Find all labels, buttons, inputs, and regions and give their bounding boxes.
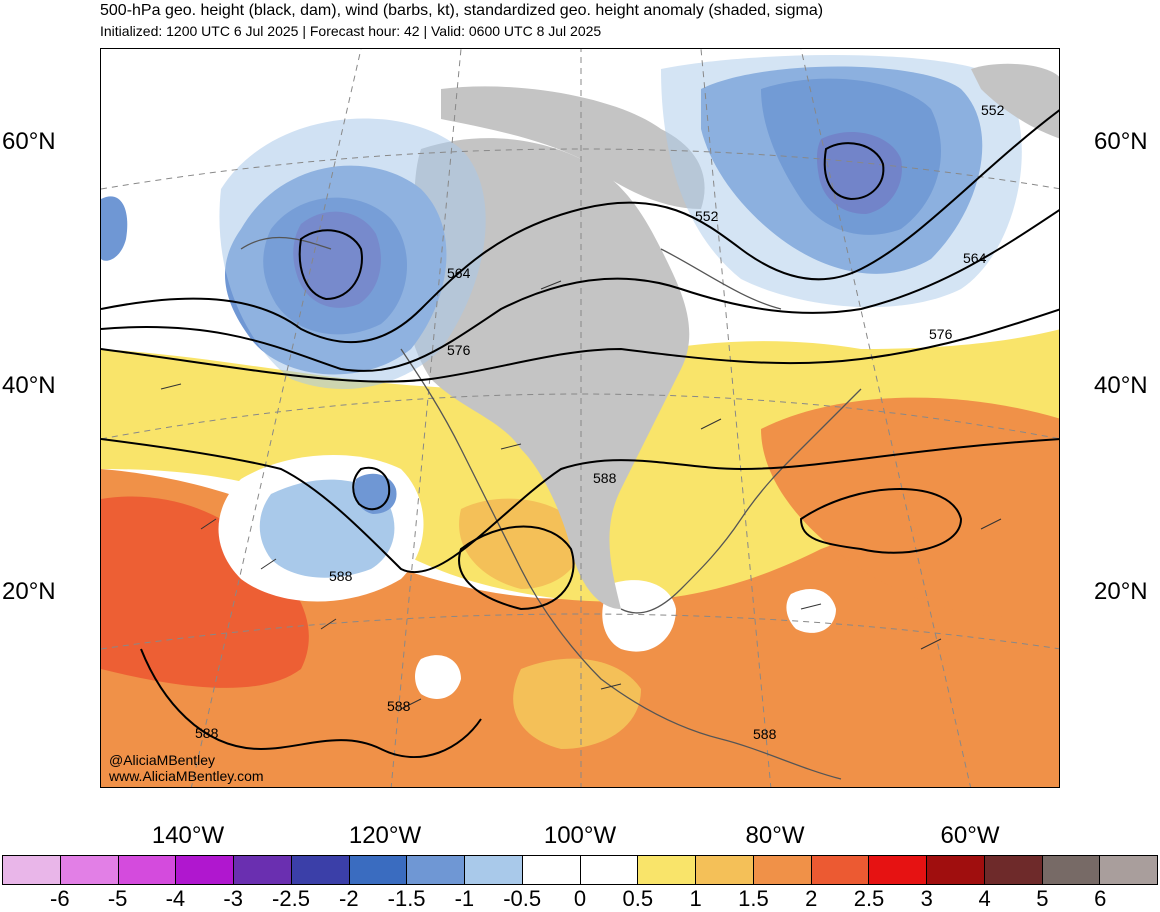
lon-label: 140°W — [151, 822, 225, 849]
anomaly-lightorange-sw — [459, 498, 583, 589]
colorbar-swatch — [638, 856, 696, 884]
lon-label: 100°W — [543, 822, 617, 849]
contour-label: 564 — [963, 250, 987, 266]
colorbar-swatch — [522, 856, 581, 884]
colorbar-swatch — [118, 856, 177, 884]
contour-low-labrador — [823, 142, 885, 201]
colorbar-swatch — [696, 856, 754, 884]
anomaly-blue-core-west — [354, 473, 397, 514]
contour-588-north — [101, 438, 1059, 573]
colorbar-tick-label: -6 — [50, 886, 70, 911]
contour-label: 576 — [929, 326, 953, 342]
height-contours — [101, 109, 1059, 758]
colorbar-swatch — [1042, 856, 1101, 884]
anomaly-trough-labrador-outer — [661, 55, 1022, 308]
colorbar-tick-label: -1.5 — [387, 886, 426, 911]
map-panel: 552 552 564 564 576 576 588 588 588 588 … — [100, 48, 1060, 788]
contour-588-atlantic — [799, 488, 963, 554]
colorbar-tick-label: -2.5 — [272, 886, 310, 911]
contour-552 — [101, 109, 1059, 344]
map-canvas: 552 552 564 564 576 576 588 588 588 588 … — [101, 49, 1059, 787]
lat-label-right: 60°N — [1094, 128, 1148, 155]
lon-label: 80°W — [745, 822, 805, 849]
contour-low-pacificnw — [298, 229, 363, 301]
colorbar-tick-label: -0.5 — [503, 886, 542, 911]
colorbar-tick-label: -1 — [454, 886, 475, 911]
colorbar — [2, 855, 1158, 885]
colorbar-swatch — [234, 856, 292, 884]
anomaly-orange-atlantic — [761, 397, 1059, 617]
contour-564 — [101, 209, 1059, 372]
colorbar-swatch — [465, 856, 523, 884]
colorbar-tick-label: -4 — [165, 886, 186, 911]
contour-labels: 552 552 564 564 576 576 588 588 588 588 … — [195, 102, 1005, 742]
credit-site: www.AliciaMBentley.com — [109, 768, 264, 784]
colorbar-tick-label: -5 — [107, 886, 128, 911]
colorbar-tick-label: 3 — [920, 886, 933, 911]
colorbar-swatch — [291, 856, 350, 884]
colorbar-labels: -6 -5 -4 -3 -2.5 -2 -1.5 -1 -0.5 0 0.5 1 1.5 2 2.5 3 4 5 6 — [0, 886, 1160, 912]
colorbar-swatch — [811, 856, 870, 884]
colorbar-tick-label: 1.5 — [738, 886, 769, 911]
credit-handle: @AliciaMBentley — [109, 752, 216, 768]
colorbar-tick-label: 6 — [1094, 886, 1107, 911]
lat-label-right: 20°N — [1094, 578, 1148, 605]
contour-label: 552 — [695, 208, 719, 224]
contour-label: 588 — [387, 698, 411, 714]
lon-label: 120°W — [348, 822, 422, 849]
anomaly-blue-westedge — [101, 196, 128, 261]
colorbar-tick-label: 1 — [689, 886, 702, 911]
contour-576 — [101, 308, 1059, 383]
anomaly-lightorange-mex — [513, 658, 641, 749]
lat-label-right: 40°N — [1094, 372, 1148, 399]
colorbar-swatch — [927, 856, 985, 884]
colorbar-swatch — [60, 856, 119, 884]
contour-588-sw — [458, 525, 575, 611]
colorbar-tick-label: 2.5 — [853, 886, 885, 911]
colorbar-swatch — [1100, 856, 1157, 884]
colorbar-swatch — [753, 856, 812, 884]
colorbar-swatch — [349, 856, 408, 884]
contour-label: 552 — [981, 102, 1005, 118]
map-title: 500-hPa geo. height (black, dam), wind (… — [100, 2, 824, 19]
graticule — [101, 49, 1059, 787]
anomaly-neutral-caribbean — [786, 589, 836, 633]
colorbar-tick-label: -2 — [339, 886, 359, 911]
anomaly-red-west — [101, 496, 309, 688]
colorbar-tick-label: 2 — [805, 886, 818, 911]
colorbar-tick-label: 0.5 — [622, 886, 654, 911]
lat-label-left: 20°N — [2, 578, 56, 605]
contour-label: 588 — [329, 568, 353, 584]
anomaly-neutral-gulf — [602, 580, 676, 652]
colorbar-tick-label: 0 — [573, 886, 587, 911]
lon-label: 60°W — [940, 822, 1000, 849]
colorbar-swatch — [407, 856, 465, 884]
colorbar-swatch — [580, 856, 639, 884]
map-subtitle: Initialized: 1200 UTC 6 Jul 2025 | Forec… — [100, 23, 602, 39]
anomaly-trough-pacificnw-outer — [219, 118, 486, 389]
contour-label: 588 — [195, 725, 219, 741]
contour-label: 576 — [447, 342, 471, 358]
contour-label: 588 — [593, 470, 617, 486]
colorbar-tick-label: 4 — [978, 886, 991, 911]
coastlines — [240, 236, 862, 780]
contour-label: 564 — [447, 265, 471, 281]
colorbar-swatch — [984, 856, 1043, 884]
land-gray-greenland — [971, 63, 1059, 139]
wind-barbs — [160, 280, 1002, 710]
colorbar-tick-label: -3 — [223, 886, 243, 911]
colorbar-swatch — [869, 856, 927, 884]
colorbar-swatch — [176, 856, 234, 884]
lat-label-left: 60°N — [2, 128, 56, 155]
contour-588-south — [140, 648, 482, 758]
land-gray-arctic — [441, 86, 705, 209]
colorbar-swatch — [3, 856, 61, 884]
anomaly-neutral-pacific — [415, 655, 461, 699]
colorbar-tick-label: 5 — [1036, 886, 1049, 911]
contour-label: 588 — [753, 726, 777, 742]
contour-closed-west — [352, 466, 391, 511]
lat-label-left: 40°N — [2, 372, 56, 399]
